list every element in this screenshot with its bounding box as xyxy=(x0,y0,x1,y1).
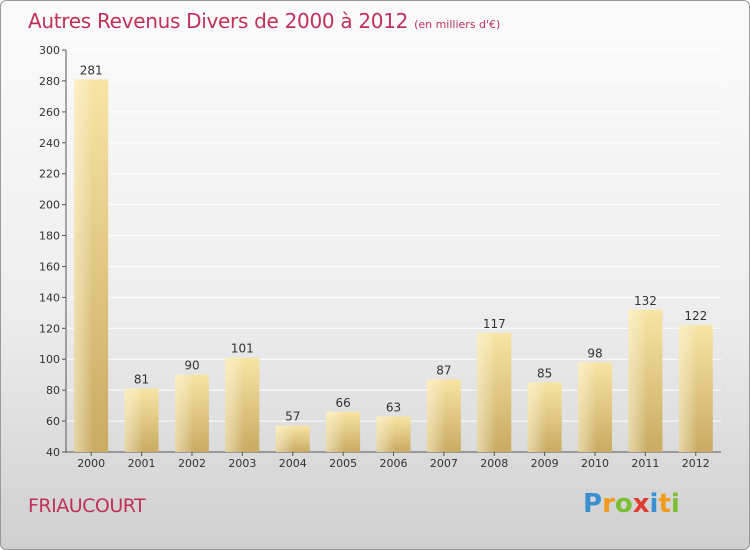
x-tick-label: 2000 xyxy=(77,457,105,470)
logo-letter: i xyxy=(670,489,680,519)
logo-letter: i xyxy=(649,489,659,519)
x-tick-label: 2008 xyxy=(480,457,508,470)
data-label: 90 xyxy=(184,359,199,373)
y-tick-labels: 40 60 80 100 120 140 160 180 200 220 240 260 280 300 xyxy=(39,44,60,459)
y-tick-label: 180 xyxy=(39,230,60,243)
data-label: 81 xyxy=(134,373,149,387)
data-label: 85 xyxy=(537,366,552,380)
bar-highlight xyxy=(376,416,396,452)
bar-highlight xyxy=(678,325,698,452)
data-label: 281 xyxy=(80,63,103,77)
x-tick-label: 2002 xyxy=(178,457,206,470)
logo-letter: r xyxy=(602,489,615,519)
logo-letter: P xyxy=(583,489,603,519)
y-tick-label: 60 xyxy=(46,415,60,428)
bar-highlight xyxy=(628,309,648,452)
bar-highlight xyxy=(326,411,345,452)
bar-highlight xyxy=(225,357,245,452)
axes xyxy=(62,49,721,456)
y-tick-label: 100 xyxy=(39,353,60,366)
data-label: 101 xyxy=(231,342,254,356)
x-tick-label: 2003 xyxy=(228,457,256,470)
x-tick-label: 2007 xyxy=(430,457,458,470)
data-labels: 281 81 90 101 57 66 63 87 117 85 98 132 122 xyxy=(80,63,708,423)
data-label: 98 xyxy=(587,346,602,360)
bar-highlight xyxy=(124,388,144,452)
y-tick-label: 160 xyxy=(39,260,60,273)
x-tick-label: 2001 xyxy=(128,457,156,470)
x-tick-label: 2004 xyxy=(279,457,307,470)
chart-title: Autres Revenus Divers de 2000 à 2012 (en … xyxy=(28,9,500,33)
logo-letter: t xyxy=(658,489,671,519)
data-label: 122 xyxy=(684,309,707,323)
bar-highlight xyxy=(275,425,295,452)
data-label: 57 xyxy=(285,410,300,424)
title-text: Autres Revenus Divers de 2000 à 2012 xyxy=(28,9,409,33)
y-tick-label: 120 xyxy=(39,322,60,335)
bars xyxy=(74,79,713,452)
commune-name: FRIAUCOURT xyxy=(28,495,146,517)
data-label: 117 xyxy=(483,317,506,331)
bar-highlight xyxy=(477,332,496,452)
y-tick-label: 40 xyxy=(46,446,60,459)
proxiti-logo: Proxiti xyxy=(583,489,680,519)
data-label: 63 xyxy=(386,400,401,414)
y-tick-label: 260 xyxy=(39,106,60,119)
logo-letter: x xyxy=(632,489,650,519)
x-tick-label: 2011 xyxy=(631,457,659,470)
unit-text: (en milliers d'€) xyxy=(414,18,501,31)
x-tick-label: 2005 xyxy=(329,457,357,470)
bar-highlight xyxy=(578,362,597,452)
bar-highlight xyxy=(426,379,446,452)
y-tick-label: 80 xyxy=(46,384,60,397)
data-label: 66 xyxy=(335,396,350,410)
x-tick-labels: 2000 2001 2002 2003 2004 2005 2006 2007 2008 2009… xyxy=(77,457,710,470)
bar-highlight xyxy=(527,382,547,452)
y-tick-label: 300 xyxy=(39,44,60,57)
bar-highlight xyxy=(174,374,194,452)
y-tick-label: 220 xyxy=(39,168,60,181)
data-label: 87 xyxy=(436,363,451,377)
x-tick-label: 2012 xyxy=(682,457,710,470)
y-tick-label: 280 xyxy=(39,75,60,88)
data-label: 132 xyxy=(634,294,657,308)
logo-letter: o xyxy=(614,489,633,519)
x-tick-label: 2009 xyxy=(531,457,559,470)
y-tick-label: 200 xyxy=(39,199,60,212)
x-tick-label: 2006 xyxy=(380,457,408,470)
x-tick-label: 2010 xyxy=(581,457,609,470)
bar-highlight xyxy=(74,79,93,452)
y-tick-label: 140 xyxy=(39,291,60,304)
grid-lines xyxy=(66,49,721,453)
y-tick-label: 240 xyxy=(39,137,60,150)
